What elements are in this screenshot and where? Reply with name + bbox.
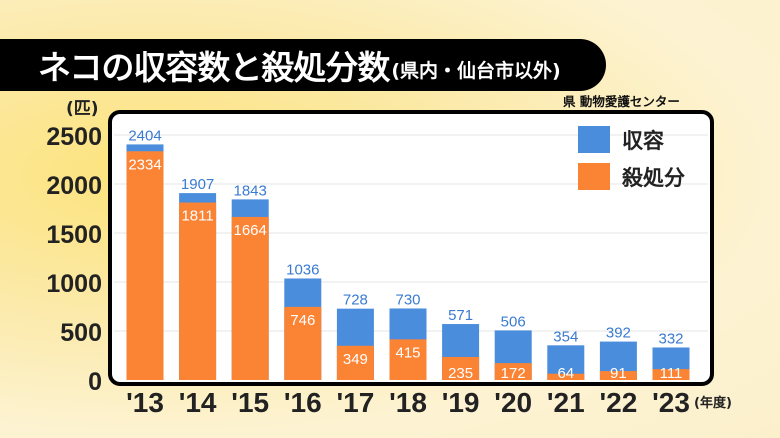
chart-title: ネコの収容数と殺処分数 (38, 48, 390, 87)
x-tick-label: '13 (126, 387, 164, 418)
bar-euthanized (336, 345, 374, 380)
legend-label: 殺処分 (621, 166, 685, 190)
y-tick-label: 1500 (46, 221, 102, 249)
y-tick-label: 1000 (46, 270, 102, 298)
data-label-euthanized: 64 (557, 365, 574, 382)
data-label-euthanized: 746 (290, 312, 315, 329)
y-tick-label: 500 (60, 319, 102, 347)
x-tick-label: '17 (336, 387, 374, 418)
bar-euthanized (494, 363, 532, 380)
data-label-euthanized: 235 (448, 365, 473, 382)
data-label-euthanized: 349 (343, 351, 368, 368)
x-axis-unit: (年度) (694, 396, 732, 411)
x-tick-label: '15 (231, 387, 269, 418)
chart-subtitle: (県内・仙台市以外) (391, 59, 561, 82)
data-label-intake: 354 (553, 328, 578, 345)
data-label-euthanized: 1811 (181, 208, 213, 225)
x-tick-label: '21 (547, 387, 585, 418)
data-label-euthanized: 2334 (128, 156, 161, 173)
data-label-euthanized: 91 (610, 365, 627, 382)
data-label-intake: 506 (501, 313, 526, 330)
source-label: 県 動物愛護センター (563, 94, 680, 109)
legend-swatch (578, 163, 610, 190)
x-tick-label: '18 (389, 387, 427, 418)
bar-euthanized (179, 202, 217, 380)
data-label-intake: 1843 (234, 182, 267, 199)
data-label-intake: 730 (395, 291, 420, 308)
y-tick-label: 2000 (46, 172, 102, 200)
title-bar: ネコの収容数と殺処分数 (県内・仙台市以外) (0, 39, 606, 91)
bar-euthanized (547, 373, 585, 380)
y-tick-label: 2500 (46, 123, 102, 151)
data-label-euthanized: 111 (660, 365, 683, 382)
bar-euthanized (126, 151, 164, 380)
data-label-intake: 728 (343, 292, 368, 309)
x-tick-label: '16 (284, 387, 322, 418)
bar-euthanized (389, 339, 427, 380)
bar-euthanized (652, 369, 690, 380)
legend-label: 収容 (622, 129, 664, 153)
x-tick-label: '14 (179, 387, 217, 418)
x-tick-label: '23 (652, 387, 690, 418)
bar-euthanized (442, 356, 480, 380)
bar-euthanized (599, 371, 637, 380)
x-tick-label: '19 (442, 387, 480, 418)
data-label-euthanized: 172 (501, 365, 526, 382)
bar-euthanized (231, 216, 269, 380)
data-label-intake: 1036 (286, 261, 319, 278)
bar-euthanized (284, 306, 322, 380)
data-label-euthanized: 1664 (234, 222, 267, 239)
x-tick-label: '20 (494, 387, 532, 418)
data-label-intake: 332 (658, 330, 683, 347)
data-label-intake: 571 (448, 307, 473, 324)
y-tick-label: 0 (88, 368, 102, 396)
data-label-intake: 1907 (181, 176, 214, 193)
data-label-intake: 2404 (128, 127, 161, 144)
data-label-intake: 392 (606, 325, 631, 342)
legend-swatch (578, 126, 610, 153)
data-label-euthanized: 415 (395, 344, 420, 361)
x-tick-label: '22 (599, 387, 637, 418)
y-axis-unit: (匹) (66, 99, 99, 119)
